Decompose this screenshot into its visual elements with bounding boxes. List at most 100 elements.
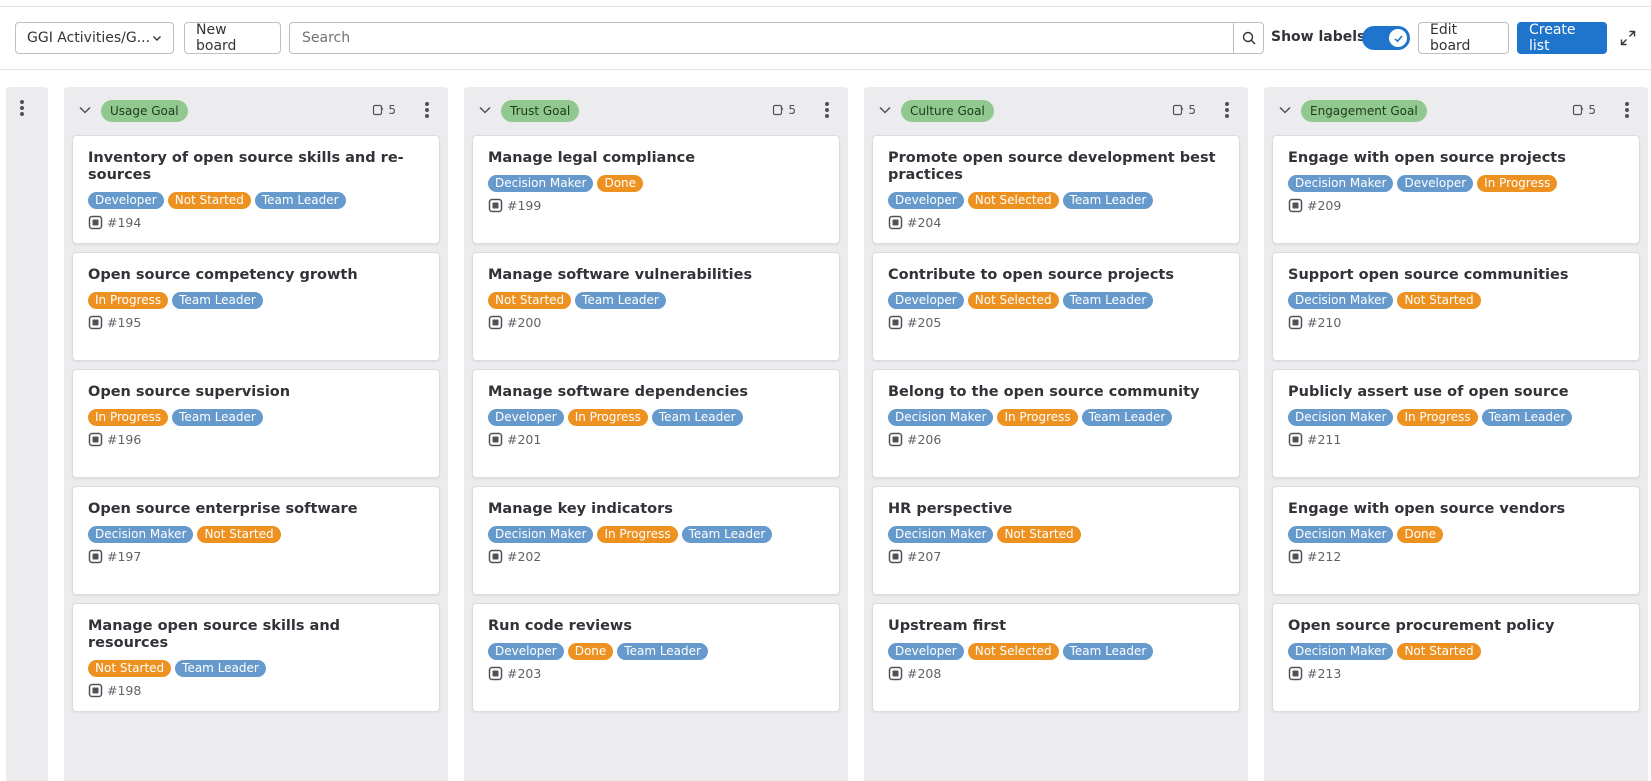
issue-label[interactable]: Done bbox=[567, 643, 614, 660]
issue-label[interactable]: Done bbox=[1397, 526, 1444, 543]
issue-label[interactable]: Not Started bbox=[197, 526, 281, 543]
issue-card[interactable]: Manage software vulnerabilities Not Start… bbox=[472, 252, 840, 361]
issue-card[interactable]: Open source enterprise software Decision … bbox=[72, 486, 440, 595]
issue-label[interactable]: Developer bbox=[888, 292, 964, 309]
fullscreen-icon[interactable] bbox=[1620, 30, 1636, 46]
issue-title[interactable]: Manage legal compliance bbox=[488, 150, 696, 166]
issue-card[interactable]: Engage with open source projects Decision… bbox=[1272, 135, 1640, 244]
issue-label[interactable]: Team Leader bbox=[1481, 409, 1573, 426]
issue-title[interactable]: Manage software dependencies bbox=[488, 384, 748, 400]
issue-label[interactable]: Team Leader bbox=[175, 660, 266, 677]
show-labels-toggle[interactable] bbox=[1362, 26, 1410, 50]
issue-title[interactable]: Inventory of open source skills and re-s… bbox=[88, 150, 404, 183]
issue-label[interactable]: Not Started bbox=[1397, 643, 1481, 660]
issue-label[interactable]: Decision Maker bbox=[488, 175, 594, 192]
issue-card[interactable]: Manage software dependencies Developer In … bbox=[472, 369, 840, 478]
issue-title[interactable]: Engage with open source projects bbox=[1288, 150, 1566, 166]
issue-label[interactable]: Team Leader bbox=[575, 292, 666, 309]
issue-label[interactable]: Team Leader bbox=[617, 643, 708, 660]
issue-label[interactable]: Developer bbox=[888, 643, 964, 660]
issue-card[interactable]: Upstream first Developer Not Selected Team … bbox=[872, 603, 1240, 712]
issue-title[interactable]: Contribute to open source projects bbox=[888, 267, 1174, 283]
issue-card[interactable]: Inventory of open source skills and re-s… bbox=[72, 135, 440, 244]
issue-label[interactable]: Not Started bbox=[167, 192, 251, 209]
issue-label[interactable]: Decision Maker bbox=[1288, 643, 1394, 660]
more-actions-icon[interactable] bbox=[424, 100, 430, 120]
issue-title[interactable]: Support open source communities bbox=[1288, 267, 1569, 283]
issue-card[interactable]: Engage with open source vendors Decision … bbox=[1272, 486, 1640, 595]
issue-label[interactable]: Developer bbox=[88, 192, 164, 209]
issue-card[interactable]: Manage key indicators Decision Maker In Pr… bbox=[472, 486, 840, 595]
issue-label[interactable]: In Progress bbox=[597, 526, 678, 543]
issue-label[interactable]: Not Started bbox=[1397, 292, 1481, 309]
issue-label[interactable]: Team Leader bbox=[681, 526, 773, 543]
issue-title[interactable]: Manage software vulnerabilities bbox=[488, 267, 753, 283]
issue-label[interactable]: Team Leader bbox=[1081, 409, 1173, 426]
issue-title[interactable]: Open source enterprise software bbox=[88, 501, 358, 517]
issue-card[interactable]: Open source procurement policy Decision M… bbox=[1272, 603, 1640, 712]
search-button[interactable] bbox=[1233, 23, 1263, 53]
issue-card[interactable]: Publicly assert use of open source Decisi… bbox=[1272, 369, 1640, 478]
issue-title[interactable]: HR perspective bbox=[888, 501, 1013, 517]
issue-label[interactable]: Developer bbox=[488, 643, 564, 660]
issue-card[interactable]: Support open source communities Decision … bbox=[1272, 252, 1640, 361]
issue-label[interactable]: Team Leader bbox=[1062, 643, 1154, 660]
issue-label[interactable]: In Progress bbox=[567, 409, 648, 426]
issue-card[interactable]: Belong to the open source community Decis… bbox=[872, 369, 1240, 478]
issue-card[interactable]: Open source supervision In Progress Team L… bbox=[72, 369, 440, 478]
issue-label[interactable]: Not Started bbox=[88, 660, 172, 677]
issue-label[interactable]: Team Leader bbox=[651, 409, 743, 426]
issue-label[interactable]: In Progress bbox=[1397, 409, 1478, 426]
issue-label[interactable]: Developer bbox=[1397, 175, 1474, 192]
issue-label[interactable]: Team Leader bbox=[254, 192, 346, 209]
issue-label[interactable]: Not Selected bbox=[967, 643, 1059, 660]
issue-card[interactable]: Promote open source development best pra… bbox=[872, 135, 1240, 244]
issue-card[interactable]: Contribute to open source projects Develo… bbox=[872, 252, 1240, 361]
search-input[interactable] bbox=[290, 23, 1233, 53]
more-actions-icon[interactable] bbox=[824, 100, 830, 120]
issue-title[interactable]: Open source supervision bbox=[88, 384, 291, 400]
issue-title[interactable]: Open source competency growth bbox=[88, 267, 358, 283]
create-list-button[interactable]: Create list bbox=[1517, 22, 1607, 54]
issue-label[interactable]: Decision Maker bbox=[1288, 526, 1394, 543]
issue-label[interactable]: Developer bbox=[488, 409, 564, 426]
issue-label[interactable]: Done bbox=[597, 175, 644, 192]
list-title-label[interactable]: Engagement Goal bbox=[1301, 100, 1427, 122]
issue-label[interactable]: Team Leader bbox=[1062, 292, 1154, 309]
issue-title[interactable]: Upstream first bbox=[888, 618, 1007, 634]
issue-label[interactable]: In Progress bbox=[88, 292, 169, 309]
board-select-dropdown[interactable]: GGI Activities/G... bbox=[15, 22, 174, 54]
issue-label[interactable]: Team Leader bbox=[172, 292, 263, 309]
list-title-label[interactable]: Trust Goal bbox=[501, 100, 580, 122]
issue-label[interactable]: Developer bbox=[888, 192, 964, 209]
new-board-button[interactable]: New board bbox=[184, 22, 281, 54]
issue-title[interactable]: Engage with open source vendors bbox=[1288, 501, 1566, 517]
issue-card[interactable]: Run code reviews Developer Done Team Leader… bbox=[472, 603, 840, 712]
issue-title[interactable]: Manage key indicators bbox=[488, 501, 673, 517]
issue-label[interactable]: Not Selected bbox=[967, 292, 1059, 309]
issue-label[interactable]: In Progress bbox=[88, 409, 169, 426]
issue-card[interactable]: Open source competency growth In Progress… bbox=[72, 252, 440, 361]
issue-label[interactable]: Decision Maker bbox=[888, 526, 994, 543]
more-actions-icon[interactable] bbox=[1624, 100, 1630, 120]
issue-label[interactable]: Not Started bbox=[997, 526, 1081, 543]
issue-card[interactable]: Manage legal compliance Decision Maker Don… bbox=[472, 135, 840, 244]
list-title-label[interactable]: Culture Goal bbox=[901, 100, 994, 122]
more-actions-icon[interactable] bbox=[1224, 100, 1230, 120]
issue-label[interactable]: Decision Maker bbox=[1288, 292, 1394, 309]
issue-label[interactable]: Decision Maker bbox=[488, 526, 594, 543]
issue-label[interactable]: Not Selected bbox=[967, 192, 1059, 209]
issue-label[interactable]: In Progress bbox=[1477, 175, 1558, 192]
chevron-down-icon[interactable] bbox=[1278, 103, 1292, 117]
edit-board-button[interactable]: Edit board bbox=[1418, 22, 1509, 54]
chevron-down-icon[interactable] bbox=[478, 103, 492, 117]
more-actions-icon[interactable] bbox=[19, 98, 25, 118]
issue-title[interactable]: Run code reviews bbox=[488, 618, 632, 634]
issue-title[interactable]: Belong to the open source community bbox=[888, 384, 1200, 400]
issue-label[interactable]: Not Started bbox=[488, 292, 572, 309]
issue-title[interactable]: Publicly assert use of open source bbox=[1288, 384, 1569, 400]
issue-label[interactable]: Decision Maker bbox=[1288, 175, 1394, 192]
issue-label[interactable]: Team Leader bbox=[1062, 192, 1154, 209]
chevron-down-icon[interactable] bbox=[878, 103, 892, 117]
issue-label[interactable]: Decision Maker bbox=[888, 409, 994, 426]
